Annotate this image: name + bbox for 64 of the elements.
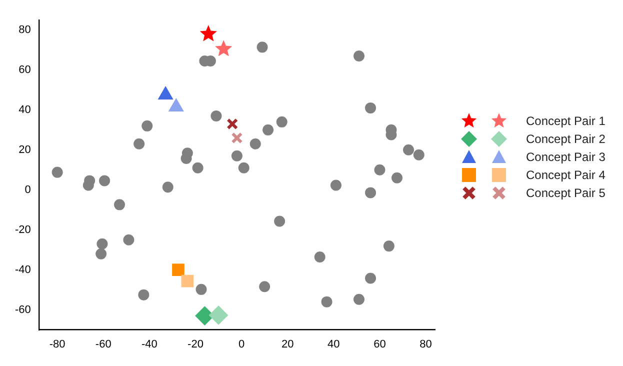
point — [365, 272, 376, 284]
point — [354, 294, 365, 305]
x-tick-label: -20 — [188, 338, 204, 350]
point — [162, 182, 174, 193]
point — [365, 187, 376, 198]
x-tick-label: -60 — [95, 338, 112, 350]
x-tick-label: -80 — [49, 338, 66, 350]
y-tick-label: 0 — [24, 184, 31, 196]
point — [274, 216, 286, 227]
point — [172, 264, 184, 276]
y-tick-label: -20 — [14, 224, 31, 236]
point — [392, 172, 402, 184]
point — [231, 132, 243, 144]
point — [250, 138, 261, 150]
point — [262, 124, 274, 136]
y-tick-label: 60 — [18, 64, 31, 76]
x-tick-label: 20 — [281, 338, 294, 350]
point — [374, 164, 386, 176]
point — [181, 274, 194, 288]
point — [226, 118, 238, 130]
x-tick-label: -40 — [141, 338, 158, 350]
point — [52, 166, 63, 178]
point — [259, 281, 270, 292]
point — [276, 116, 288, 128]
legend-label: Concept Pair 2 — [526, 132, 606, 146]
point — [238, 162, 250, 174]
y-tick-label: -60 — [14, 304, 31, 316]
legend-label: Concept Pair 1 — [526, 114, 606, 128]
point — [134, 138, 145, 150]
point — [180, 153, 192, 164]
x-tick-label: 60 — [374, 338, 386, 350]
point — [99, 175, 110, 186]
point — [123, 234, 134, 246]
y-tick-label: 20 — [18, 144, 31, 156]
point — [192, 162, 204, 174]
point — [321, 296, 332, 308]
point — [365, 102, 376, 114]
legend-label: Concept Pair 5 — [526, 186, 606, 200]
legend-label: Concept Pair 3 — [526, 150, 606, 164]
y-tick-label: -40 — [14, 264, 31, 276]
point — [403, 144, 414, 156]
point — [96, 248, 107, 260]
point — [210, 110, 222, 122]
point — [383, 240, 394, 252]
point — [354, 50, 365, 62]
point — [314, 252, 326, 263]
legend-label: Concept Pair 4 — [526, 168, 606, 182]
point — [256, 42, 268, 53]
point — [196, 284, 207, 295]
point — [96, 238, 108, 250]
point — [138, 289, 150, 300]
point — [200, 24, 217, 42]
y-tick-label: 80 — [18, 24, 31, 36]
x-tick-label: 40 — [328, 338, 340, 350]
x-tick-label: 80 — [420, 338, 432, 350]
point — [413, 149, 424, 160]
point — [231, 150, 242, 162]
point — [114, 199, 125, 210]
point — [330, 180, 342, 191]
x-tick-label: 0 — [238, 338, 245, 350]
point — [209, 306, 228, 325]
point — [215, 40, 232, 56]
y-tick-label: 40 — [18, 104, 31, 116]
point — [142, 120, 153, 132]
